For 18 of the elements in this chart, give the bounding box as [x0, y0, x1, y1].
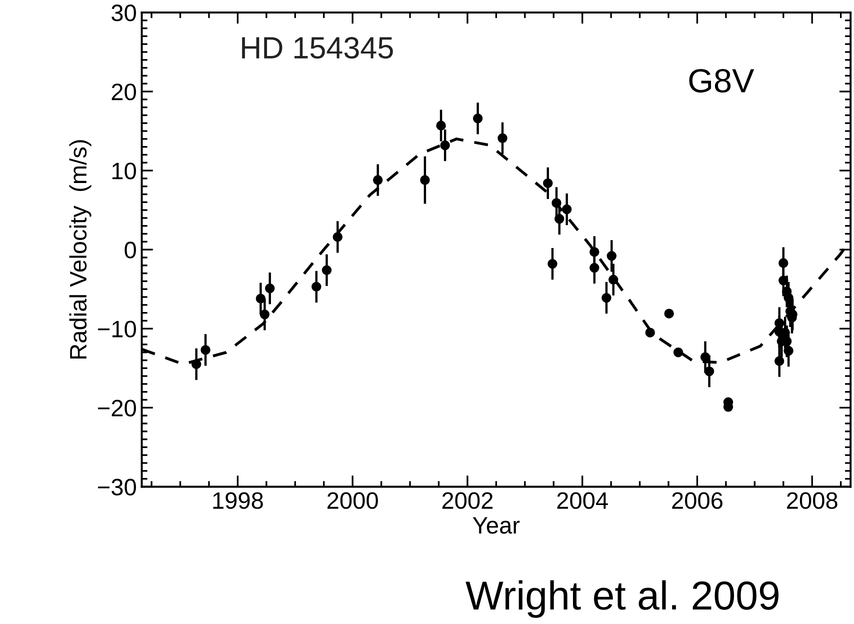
x-axis-title: Year: [472, 517, 520, 534]
y-axis-title: Radial Velocity (m/s): [69, 140, 92, 359]
y-tick-label: −20: [98, 400, 136, 416]
y-tick-label: 30: [112, 4, 136, 22]
y-tick-label: −30: [98, 478, 136, 496]
x-tick-label: 2004: [557, 492, 608, 509]
x-tick-label: 1998: [213, 492, 263, 509]
y-tick-label: 0: [124, 242, 136, 258]
annotation: G8V: [689, 68, 754, 93]
x-tick-label: 2000: [328, 492, 378, 509]
y-tick-label: 10: [112, 162, 136, 180]
text: Wright et al. 2009: [466, 580, 778, 618]
x-tick-label: 2006: [672, 492, 722, 509]
x-tick-label: 2002: [442, 492, 493, 509]
y-tick-label: 20: [112, 84, 136, 100]
x-tick-label: 2008: [787, 492, 838, 509]
annotation: HD 154345: [242, 36, 393, 59]
y-tick-label: −10: [98, 320, 136, 338]
